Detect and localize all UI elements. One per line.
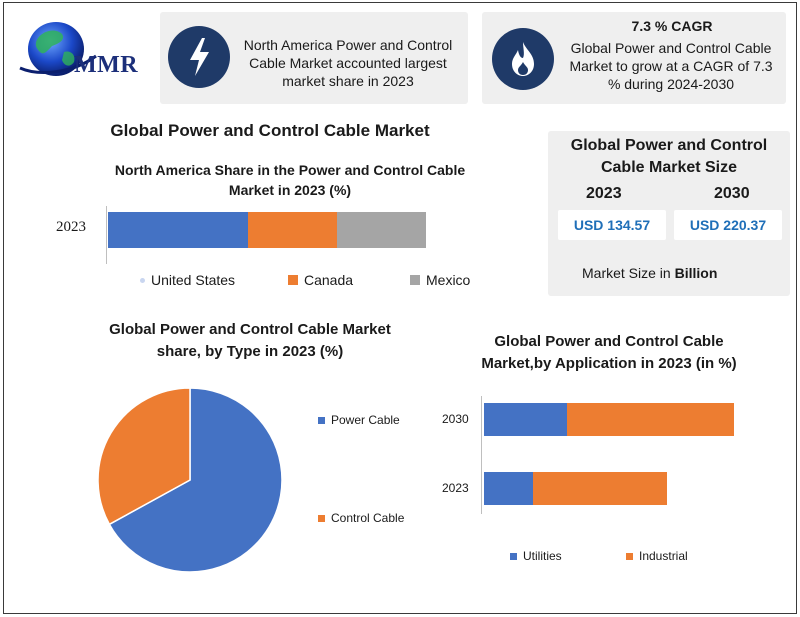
type-pie-chart-title: Global Power and Control Cable Market sh… [109,321,391,360]
market-size-value-2023: USD 134.57 [558,210,666,240]
mmr-logo: MMR [12,12,157,92]
type-pie-chart [97,387,283,573]
market-size-panel: Global Power and Control Cable Market Si… [548,131,790,296]
market-size-year-2023: 2023 [586,185,622,202]
app-category-label-2030: 2030 [442,412,469,426]
pie-legend-item-control-cable: Control Cable [318,511,404,525]
pie-legend-swatch [318,416,325,424]
fact1-icon-circle [168,26,230,88]
market-size-unit: Market Size in Billion [582,265,717,281]
app-bar-segment-2030-industrial [566,403,734,436]
market-size-unit-prefix: Market Size in [582,265,671,281]
flame-icon [512,42,534,76]
na-legend-swatch [140,277,145,283]
app-legend-swatch [510,552,517,560]
pie-slice-control-cable [97,387,191,526]
na-legend-label: Canada [304,272,354,288]
app-bar-segment-2023-industrial [533,472,667,505]
na-chart-axis [106,206,107,264]
market-size-year-2030: 2030 [714,185,750,202]
market-size-unit-bold: Billion [674,265,718,281]
app-legend-item-industrial: Industrial [626,549,688,563]
market-size-title: Global Power and Control Cable Market Si… [570,137,768,176]
na-category-label: 2023 [56,219,86,235]
pie-legend-item-power-cable: Power Cable [318,413,400,427]
app-bar-segment-2030-utilities [484,403,567,436]
na-legend-swatch [288,275,298,285]
app-legend-label: Industrial [639,549,688,563]
na-stacked-bar [108,212,426,248]
logo-text: MMR [74,52,139,78]
app-legend-swatch [626,552,633,560]
na-bar-segment-united-states [108,212,248,248]
fact1-text: North America Power and Control Cable Ma… [243,37,453,89]
pie-slice-power-cable [108,387,283,573]
na-bar-segment-mexico [336,212,426,248]
na-legend-item-mexico: Mexico [410,272,470,288]
na-legend: United States Canada Mexico [140,272,500,292]
fact2-icon-circle [492,28,554,90]
na-legend-label: Mexico [426,272,471,288]
fact-panel-north-america: North America Power and Control Cable Ma… [160,12,468,104]
na-legend-swatch [410,275,420,285]
application-bars: 2030 2023 [430,396,750,516]
pie-legend-label: Power Cable [331,413,400,427]
type-pie-legend: Power Cable Control Cable [318,410,458,530]
infographic-frame [3,2,797,614]
lightning-icon [190,38,209,76]
app-category-label-2023: 2023 [442,481,469,495]
app-legend-label: Utilities [523,549,562,563]
na-legend-item-canada: Canada [288,272,353,288]
pie-legend-swatch [318,514,325,522]
fact2-text: Global Power and Control Cable Market to… [569,40,773,92]
app-chart-axis [481,396,482,514]
fact2-title: 7.3 % CAGR [631,18,713,34]
pie-legend-label: Control Cable [331,511,405,525]
app-legend-item-utilities: Utilities [510,549,562,563]
main-title: Global Power and Control Cable Market [110,121,430,140]
globe-icon [19,22,97,76]
app-bar-segment-2023-utilities [484,472,534,505]
fact-panel-cagr: 7.3 % CAGR Global Power and Control Cabl… [482,12,786,104]
na-legend-item-united-states: United States [140,272,235,288]
na-legend-label: United States [151,272,236,288]
market-size-value-2030: USD 220.37 [674,210,782,240]
na-share-chart-title: North America Share in the Power and Con… [114,162,466,198]
application-chart-title: Global Power and Control Cable Market,by… [481,333,737,372]
na-bar-segment-canada [247,212,337,248]
application-legend: Utilities Industrial [510,549,750,569]
